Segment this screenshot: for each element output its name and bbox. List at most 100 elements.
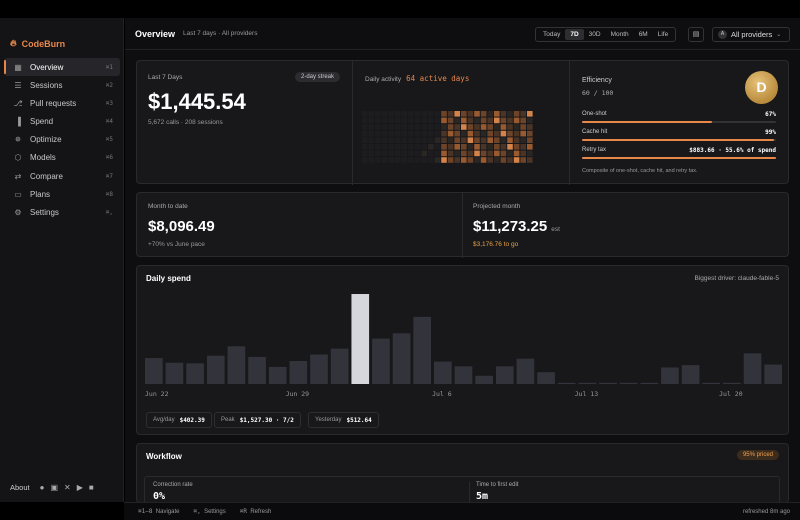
heatmap-cell: [447, 111, 454, 117]
heatmap-cell: [520, 124, 526, 130]
efficiency-row-label: Retry tax: [582, 147, 607, 153]
provider-dropdown[interactable]: A All providers ⌄: [712, 27, 790, 42]
heatmap-cell: [507, 144, 513, 150]
spend-bar[interactable]: [289, 361, 308, 384]
spend-bar[interactable]: [640, 382, 659, 384]
linkedin-icon[interactable]: ■: [88, 482, 94, 492]
heatmap-cell: [414, 124, 421, 130]
spend-bar[interactable]: [310, 354, 328, 384]
spend-bar[interactable]: [619, 382, 638, 384]
spend-bar[interactable]: [495, 366, 514, 384]
range-30d[interactable]: 30D: [588, 31, 601, 38]
heatmap-cell: [381, 111, 388, 117]
sidebar-item-models[interactable]: ⬡ Models ⌘6: [4, 149, 120, 167]
efficiency-row-value: 67%: [765, 111, 776, 118]
refresh-hint[interactable]: ⌘R Refresh: [240, 508, 272, 515]
heatmap-cell: [487, 117, 493, 124]
summary-amount: $1,445.54: [148, 89, 246, 114]
heatmap-cell: [474, 124, 480, 130]
spend-bar[interactable]: [599, 382, 617, 384]
sidebar-item-shortcut: ⌘2: [105, 81, 113, 89]
calendar-icon[interactable]: ▤: [688, 27, 704, 42]
spend-bar[interactable]: [165, 362, 184, 384]
spend-bar[interactable]: [475, 375, 493, 384]
heatmap-cell: [480, 111, 487, 117]
projected-label: Projected month: [473, 203, 521, 210]
spend-bar[interactable]: [392, 333, 411, 384]
projected-suffix: est: [551, 226, 560, 233]
heatmap-cell: [434, 124, 441, 130]
spend-bar[interactable]: [268, 366, 287, 384]
heatmap-cell: [362, 117, 368, 124]
heatmap-cell: [401, 124, 408, 130]
github-icon[interactable]: ●: [39, 482, 45, 492]
discord-icon[interactable]: ▣: [50, 482, 59, 492]
sidebar-footer: About ● ▣ ✕ ▶ ■: [0, 472, 124, 502]
spend-bar[interactable]: [516, 358, 535, 384]
heatmap-cell: [428, 124, 434, 130]
stat-label: Yesterday: [315, 417, 342, 423]
heatmap-cell: [500, 124, 507, 130]
heatmap-cell: [368, 150, 375, 157]
range-6m[interactable]: 6M: [638, 31, 648, 38]
spend-bar[interactable]: [702, 382, 721, 384]
range-life[interactable]: Life: [657, 31, 669, 38]
heatmap-cell: [513, 137, 520, 143]
heatmap-cell: [421, 137, 427, 143]
sidebar-item-compare[interactable]: ⇄ Compare ⌘7: [4, 167, 120, 185]
sidebar-item-pull-requests[interactable]: ⎇ Pull requests ⌘3: [4, 94, 120, 112]
range-today[interactable]: Today: [543, 31, 561, 38]
spend-bar[interactable]: [434, 361, 452, 384]
sidebar-item-label: Pull requests: [30, 98, 77, 108]
x-icon[interactable]: ✕: [64, 482, 71, 492]
heatmap-cell: [428, 111, 434, 117]
heatmap-cell: [434, 157, 441, 163]
sidebar-item-sessions[interactable]: ☰ Sessions ⌘2: [4, 76, 120, 94]
range-7d[interactable]: 7D: [565, 29, 584, 40]
about-link[interactable]: About: [10, 482, 30, 492]
heatmap-cell: [500, 144, 507, 150]
heatmap-cell: [461, 157, 467, 163]
sidebar-item-settings[interactable]: ⚙ Settings ⌘,: [4, 204, 120, 222]
spend-bar[interactable]: [351, 294, 370, 384]
sidebar-item-overview[interactable]: ▦ Overview ⌘1: [4, 58, 120, 76]
efficiency-row-label: Cache hit: [582, 129, 608, 135]
sidebar-item-spend[interactable]: ▐ Spend ⌘4: [4, 113, 120, 131]
spend-bar[interactable]: [454, 366, 473, 384]
spend-bar[interactable]: [557, 382, 576, 384]
settings-hint[interactable]: ⌘, Settings: [193, 508, 225, 515]
heatmap-cell: [368, 137, 375, 143]
spend-bar[interactable]: [661, 367, 679, 384]
heatmap-cell: [487, 144, 493, 150]
heatmap-cell: [487, 124, 493, 130]
main-area: Overview Last 7 days · All providers Tod…: [125, 18, 800, 503]
range-month[interactable]: Month: [610, 31, 629, 38]
spend-bar[interactable]: [372, 338, 390, 384]
youtube-icon[interactable]: ▶: [76, 482, 83, 492]
spend-bar[interactable]: [206, 355, 225, 384]
spend-bar[interactable]: [743, 353, 762, 384]
spend-bar[interactable]: [681, 365, 700, 384]
heatmap-cell: [375, 150, 381, 157]
stat-peak: Peak $1,527.30 · 7/2: [214, 412, 301, 428]
time-to-first-edit: Time to first edit 5m: [469, 482, 518, 502]
sidebar-item-plans[interactable]: ▭ Plans ⌘8: [4, 185, 120, 203]
heatmap-cell: [487, 150, 493, 157]
spend-bar[interactable]: [330, 348, 349, 384]
heatmap-cell: [447, 130, 454, 137]
spend-bar[interactable]: [413, 316, 432, 384]
spend-bar[interactable]: [764, 364, 782, 384]
spend-bar[interactable]: [578, 382, 597, 384]
spend-bar[interactable]: [723, 382, 741, 384]
brand[interactable]: 🔥︎ CodeBurn: [10, 38, 65, 49]
spend-bar[interactable]: [227, 346, 246, 384]
sidebar-item-shortcut: ⌘8: [105, 190, 113, 198]
heatmap-cell: [487, 157, 493, 163]
spend-bar[interactable]: [186, 363, 204, 384]
spend-bar[interactable]: [248, 356, 266, 384]
heatmap-cell: [434, 111, 441, 117]
spend-bar[interactable]: [145, 358, 163, 384]
spend-bar[interactable]: [537, 372, 555, 384]
first-edit-label: Time to first edit: [476, 482, 519, 488]
sidebar-item-optimize[interactable]: ✵ Optimize ⌘5: [4, 131, 120, 149]
